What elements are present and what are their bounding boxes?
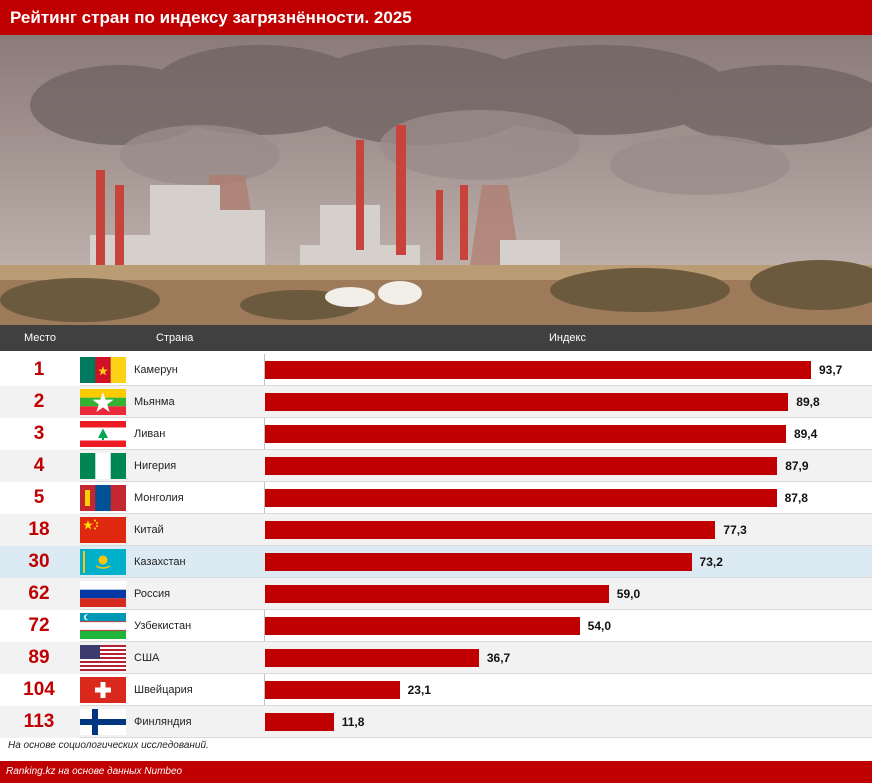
row-divider [80,545,872,546]
row-divider [80,449,872,450]
index-column-header: Индекс [549,332,586,344]
index-bar [265,521,716,539]
index-bar [265,585,609,603]
lebanon-flag [80,421,126,447]
country-column-header: Страна [156,332,194,344]
index-bar [265,713,334,731]
index-bar [265,617,580,635]
myanmar-flag [80,389,126,415]
table-row: 104 Швейцария 23,1 [0,674,872,706]
row-divider [80,609,872,610]
country-label: Китай [134,524,164,536]
switzerland-flag [80,677,126,703]
country-label: Мьянма [134,396,175,408]
rank-label: 4 [33,455,45,476]
index-bar [265,393,789,411]
row-divider [80,385,872,386]
source-footer: Ranking.kz на основе данных Numbeo [0,761,872,783]
rank-label: 2 [33,391,45,412]
table-row: 62 Россия 59,0 [0,578,872,610]
index-value-label: 87,8 [784,491,808,505]
table-row: 5 Монголия 87,8 [0,482,872,514]
index-bar [265,489,777,507]
row-divider [80,481,872,482]
index-value-label: 11,8 [341,715,365,729]
table-row: 3 Ливан 89,4 [0,418,872,450]
rank-label: 18 [28,519,50,540]
country-label: Россия [134,588,171,600]
table-row: 4 Нигерия 87,9 [0,450,872,482]
rank-label: 1 [33,359,45,380]
index-bar [265,425,786,443]
methodology-note: На основе социологических исследований. [8,740,209,751]
ranking-table: 1 Камерун 93,7 2 Мьянма 89,8 3 Ливан 89,4 4 Нигери… [0,354,872,738]
rank-label: 62 [28,583,50,604]
country-label: Монголия [134,492,184,504]
country-label: Швейцария [134,684,193,696]
rank-label: 104 [23,679,55,700]
table-row: 1 Камерун 93,7 [0,354,872,386]
index-value-label: 59,0 [616,587,641,601]
index-value-label: 77,3 [723,523,747,537]
finland-flag [80,709,126,735]
index-bar [265,457,778,475]
table-row: 89 США 36,7 [0,642,872,674]
row-divider [80,513,872,514]
cameroon-flag [80,357,126,383]
rank-label: 5 [33,487,45,508]
index-value-label: 93,7 [819,363,843,377]
row-divider [80,641,872,642]
mongolia-flag [80,485,126,511]
rank-label: 72 [28,615,50,636]
rank-label: 3 [33,423,45,444]
table-row: 72 Узбекистан 54,0 [0,610,872,642]
china-flag [80,517,126,543]
table-row: 18 Китай 77,3 [0,514,872,546]
table-row: 2 Мьянма 89,8 [0,386,872,418]
row-divider [80,737,872,738]
country-label: Финляндия [134,716,192,728]
index-value-label: 87,9 [785,459,809,473]
index-bar [265,553,692,571]
row-divider [80,673,872,674]
rank-column-header: Место [24,332,56,344]
country-label: Ливан [134,428,166,440]
country-label: Казахстан [134,556,186,568]
index-bar [265,361,811,379]
country-label: Узбекистан [134,620,192,632]
country-label: Нигерия [134,460,177,472]
index-bar [265,681,400,699]
country-label: Камерун [134,364,178,376]
country-label: США [134,652,160,664]
uzbekistan-flag [80,613,126,639]
page-title: Рейтинг стран по индексу загрязнённости.… [0,0,872,35]
index-bar [265,649,479,667]
row-divider [80,705,872,706]
index-value-label: 89,8 [796,395,820,409]
nigeria-flag [80,453,126,479]
index-value-label: 73,2 [699,555,723,569]
index-value-label: 54,0 [587,619,612,633]
table-row: 30 Казахстан 73,2 [0,546,872,578]
usa-flag [80,645,126,671]
row-divider [80,417,872,418]
rank-label: 113 [23,711,55,732]
kazakhstan-flag [80,549,126,575]
index-value-label: 36,7 [486,651,511,665]
table-header: Место Страна Индекс [0,325,872,351]
index-value-label: 89,4 [793,427,818,441]
industrial-pollution-illustration [0,35,872,325]
row-divider [80,577,872,578]
rank-label: 30 [28,551,50,572]
table-row: 113 Финляндия 11,8 [0,706,872,738]
index-value-label: 23,1 [407,683,431,697]
russia-flag [80,581,126,607]
rank-label: 89 [28,647,50,668]
